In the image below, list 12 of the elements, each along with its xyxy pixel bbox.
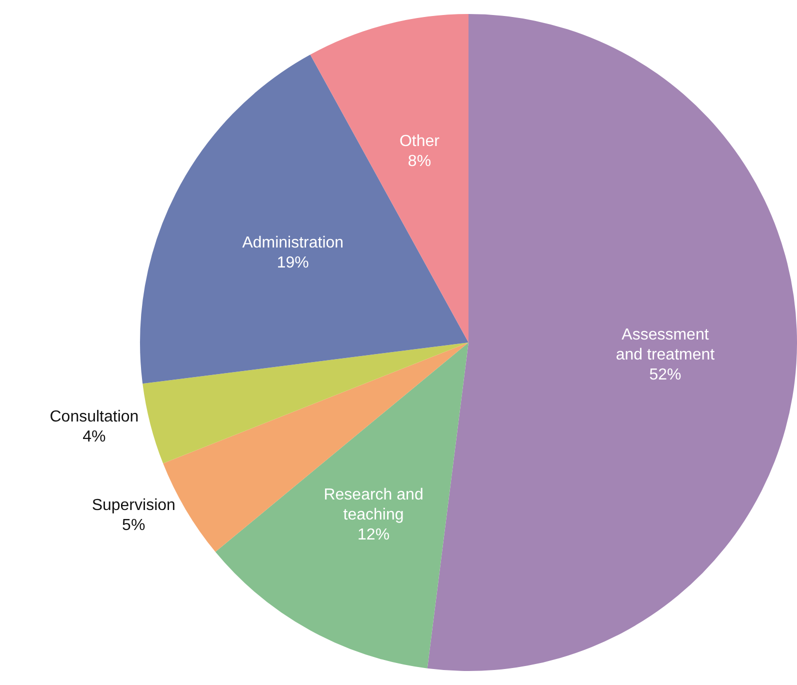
slice-label: Supervision	[92, 497, 176, 514]
data-label: 8%	[408, 153, 432, 170]
slice-label: Administration	[242, 234, 344, 252]
data-label: 12%	[358, 526, 390, 544]
slice-label: Research and teaching	[324, 486, 424, 524]
data-label: 4%	[82, 428, 106, 446]
data-label: 5%	[122, 517, 146, 534]
slice-label: Other	[399, 133, 440, 150]
data-label: 19%	[276, 254, 309, 272]
data-label: 52%	[649, 366, 682, 384]
slice-label: Consultation	[50, 408, 139, 426]
slice-label: Assessment and treatment	[616, 326, 716, 364]
